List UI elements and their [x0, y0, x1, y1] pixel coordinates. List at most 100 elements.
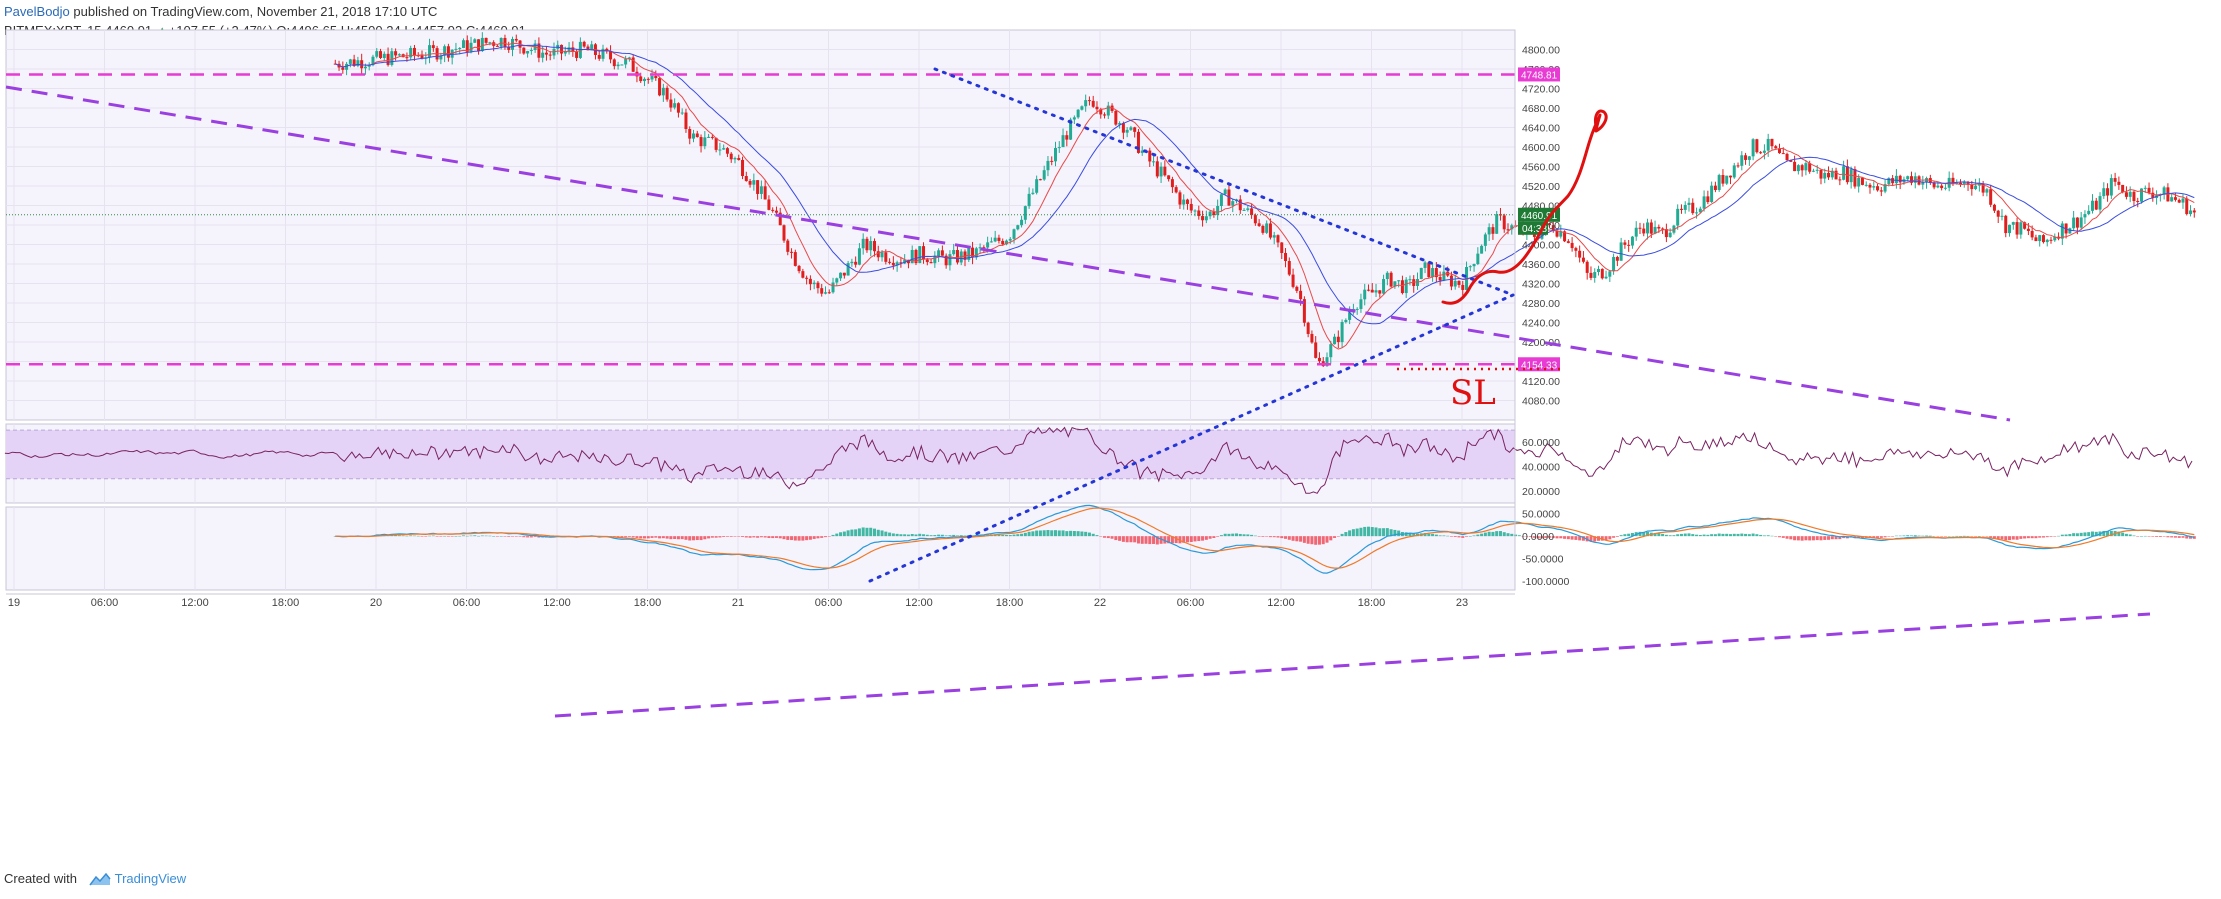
- candle-body: [1453, 280, 1457, 287]
- candle-body: [2170, 197, 2174, 202]
- macd-histogram-bar: [688, 536, 692, 541]
- candle-body: [1883, 184, 1887, 192]
- candle-body: [1374, 290, 1378, 293]
- macd-histogram-bar: [1155, 536, 1159, 545]
- candle-body: [1642, 228, 1646, 234]
- candle-body: [899, 262, 903, 264]
- tradingview-link[interactable]: TradingView: [114, 871, 187, 886]
- x-tick-label: 06:00: [815, 597, 843, 609]
- candle-body: [997, 237, 1001, 241]
- macd-histogram-bar: [1838, 536, 1842, 540]
- macd-histogram-bar: [1487, 531, 1491, 537]
- macd-histogram-bar: [805, 536, 809, 541]
- candle-body: [541, 52, 545, 58]
- macd-histogram-bar: [1072, 531, 1076, 537]
- macd-histogram-bar: [1947, 536, 1951, 537]
- candle-body: [1265, 223, 1269, 233]
- candle-body: [609, 51, 613, 60]
- macd-histogram-bar: [786, 536, 790, 540]
- macd-histogram-bar: [2038, 536, 2042, 538]
- candle-body: [1287, 261, 1291, 275]
- macd-histogram-bar: [2090, 531, 2094, 537]
- candle-body: [967, 247, 971, 260]
- candle-body: [363, 66, 367, 69]
- macd-histogram-bar: [1087, 532, 1091, 537]
- candle-body: [1725, 175, 1729, 184]
- candle-body: [786, 240, 790, 252]
- candle-body: [1668, 232, 1672, 238]
- candle-body: [2083, 214, 2087, 218]
- candle-body: [1566, 241, 1570, 243]
- macd-histogram-bar: [1702, 534, 1706, 537]
- candle-body: [1261, 225, 1265, 233]
- candle-body: [1740, 155, 1744, 166]
- candle-body: [1996, 210, 2000, 217]
- candle-body: [1231, 201, 1235, 206]
- macd-histogram-bar: [443, 535, 447, 537]
- candle-body: [461, 40, 465, 48]
- candle-body: [1193, 210, 1197, 212]
- macd-histogram-bar: [1676, 534, 1680, 537]
- candle-body: [2132, 191, 2136, 201]
- macd-histogram-bar: [733, 536, 737, 537]
- macd-histogram-bar: [2151, 536, 2155, 537]
- macd-histogram-bar: [1887, 536, 1891, 537]
- macd-histogram-bar: [1627, 533, 1631, 537]
- author-link[interactable]: PavelBodjo: [4, 4, 70, 19]
- macd-histogram-bar: [831, 534, 835, 537]
- macd-histogram-bar: [1608, 536, 1612, 540]
- macd-histogram-bar: [1811, 536, 1815, 541]
- macd-histogram-bar: [1770, 535, 1774, 537]
- candle-body: [499, 37, 503, 47]
- candle-body: [1604, 276, 1608, 279]
- macd-histogram-bar: [1506, 533, 1510, 537]
- candle-body: [1042, 170, 1046, 180]
- macd-histogram-bar: [933, 535, 937, 537]
- candle-body: [1035, 179, 1039, 193]
- macd-histogram-bar: [797, 536, 801, 541]
- candle-body: [1284, 252, 1288, 262]
- macd-histogram-bar: [2170, 536, 2174, 538]
- macd-histogram-bar: [533, 536, 537, 537]
- macd-histogram-bar: [1661, 533, 1665, 537]
- candle-body: [1016, 225, 1020, 230]
- macd-histogram-bar: [1208, 536, 1212, 539]
- candle-body: [1710, 185, 1714, 203]
- candle-body: [2151, 192, 2155, 198]
- candle-body: [1906, 176, 1910, 180]
- macd-histogram-bar: [1612, 536, 1616, 538]
- macd-histogram-bar: [499, 536, 503, 537]
- macd-histogram-bar: [676, 536, 680, 540]
- candle-body: [1023, 206, 1027, 220]
- macd-histogram-bar: [661, 536, 665, 539]
- candle-body: [537, 43, 541, 58]
- macd-histogram-bar: [710, 536, 714, 538]
- candle-body: [1483, 234, 1487, 246]
- macd-histogram-bar: [699, 536, 703, 541]
- rsi-tick-label: 20.0000: [1522, 486, 1560, 498]
- macd-histogram-bar: [1038, 530, 1042, 537]
- macd-histogram-bar: [1393, 529, 1397, 537]
- macd-histogram-bar: [1898, 535, 1902, 537]
- last-price-label: 4460.91: [1521, 211, 1558, 222]
- candle-body: [1363, 289, 1367, 300]
- macd-histogram-bar: [511, 536, 515, 537]
- candle-body: [1868, 184, 1872, 188]
- macd-histogram-bar: [1378, 528, 1382, 537]
- candle-body: [741, 159, 745, 177]
- candle-body: [801, 271, 805, 278]
- y-tick-label: 4520.00: [1522, 181, 1560, 193]
- macd-histogram-bar: [1133, 536, 1137, 543]
- candle-body: [846, 263, 850, 276]
- candle-body: [2011, 222, 2015, 225]
- macd-histogram-bar: [1755, 534, 1759, 537]
- candle-body: [382, 53, 386, 58]
- macd-histogram-bar: [1578, 536, 1582, 541]
- candle-body: [1793, 161, 1797, 172]
- macd-histogram-bar: [1057, 530, 1061, 537]
- candle-body: [2030, 230, 2034, 238]
- macd-histogram-bar: [1091, 533, 1095, 537]
- candle-body: [1898, 175, 1902, 183]
- candle-body: [1487, 227, 1491, 235]
